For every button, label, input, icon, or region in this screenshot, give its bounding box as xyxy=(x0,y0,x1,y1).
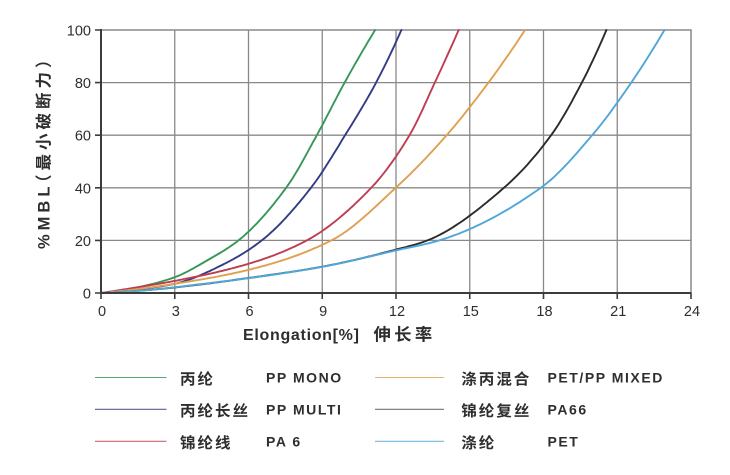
svg-text:%MBL: %MBL xyxy=(36,183,54,249)
svg-text:PET/PP MIXED: PET/PP MIXED xyxy=(548,370,664,386)
svg-text:21: 21 xyxy=(610,304,626,320)
svg-text:0: 0 xyxy=(98,304,106,320)
svg-text:18: 18 xyxy=(536,304,552,320)
svg-text:PA 6: PA 6 xyxy=(266,433,302,449)
svg-text:80: 80 xyxy=(75,76,91,92)
svg-text:20: 20 xyxy=(75,234,91,250)
svg-text:24: 24 xyxy=(684,304,700,320)
svg-text:Elongation[%]: Elongation[%] xyxy=(243,327,360,344)
svg-text:PET: PET xyxy=(548,433,580,449)
svg-text:100: 100 xyxy=(67,24,91,40)
svg-text:PP MONO: PP MONO xyxy=(266,370,343,386)
svg-text:40: 40 xyxy=(75,181,91,197)
svg-text:PA66: PA66 xyxy=(548,401,588,417)
svg-text:15: 15 xyxy=(463,304,479,320)
svg-text:6: 6 xyxy=(245,304,253,320)
svg-text:12: 12 xyxy=(389,304,405,320)
svg-text:PP MULTI: PP MULTI xyxy=(266,401,342,417)
svg-text:3: 3 xyxy=(172,304,180,320)
svg-text:0: 0 xyxy=(83,287,91,303)
svg-text:9: 9 xyxy=(319,304,327,320)
svg-text:60: 60 xyxy=(75,129,91,145)
